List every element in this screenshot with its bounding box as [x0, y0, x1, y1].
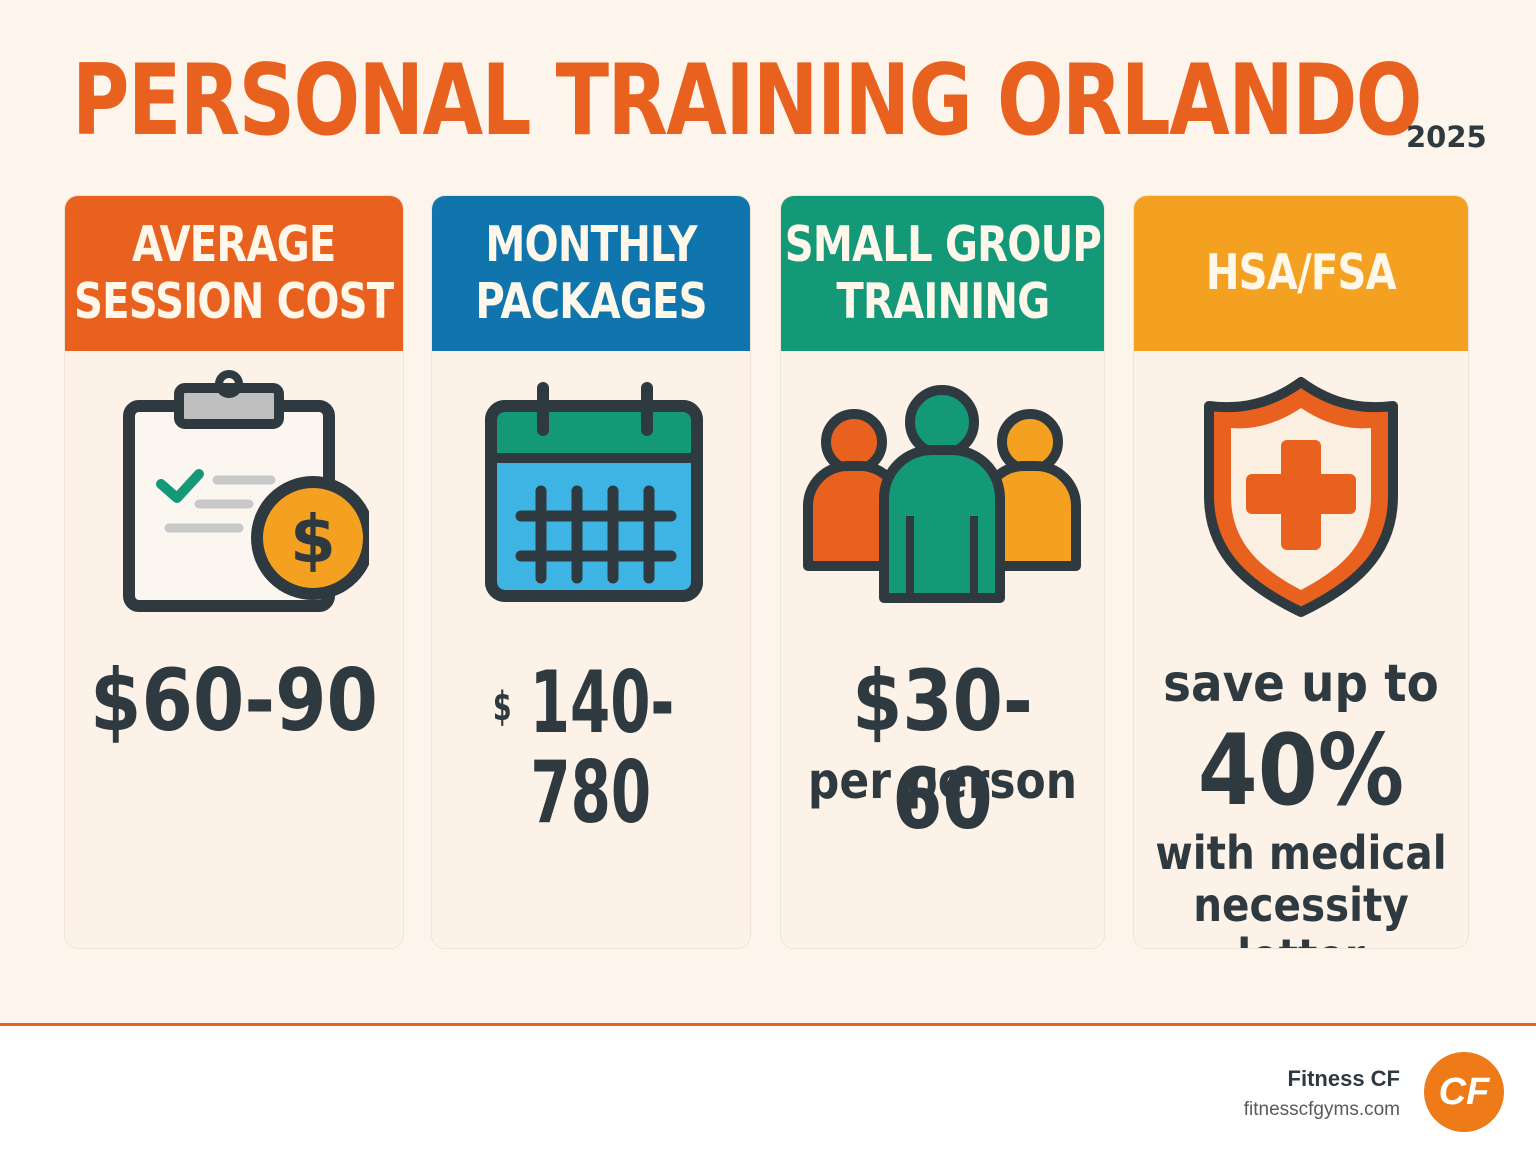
- brand-url: fitnesscfgyms.com: [1243, 1099, 1400, 1120]
- card-value: $140- 780: [432, 658, 750, 839]
- calendar-icon: [432, 366, 750, 616]
- card-session-cost: AVERAGE SESSION COST $ $60-90: [64, 195, 404, 949]
- card-heading-line: SMALL GROUP: [784, 216, 1101, 274]
- card-heading-line: MONTHLY: [485, 216, 697, 274]
- card-value: $30-60: [852, 652, 1033, 848]
- card-value: $60-90: [89, 651, 378, 751]
- footer: [0, 1026, 1536, 1154]
- page-title: PERSONAL TRAINING ORLANDO: [72, 44, 1422, 158]
- card-subtext: with medical necessity letter: [1154, 826, 1448, 948]
- card-heading-line: HSA/FSA: [1205, 244, 1397, 302]
- clipboard-dollar-icon: $: [65, 366, 403, 616]
- currency-symbol: $: [493, 684, 513, 730]
- card-monthly-packages: MONTHLY PACKAGES $140- 780: [431, 195, 751, 949]
- card-header: MONTHLY PACKAGES: [432, 196, 750, 351]
- card-header: SMALL GROUP TRAINING: [781, 196, 1104, 351]
- brand-logo: CF: [1424, 1052, 1504, 1132]
- card-subtext: per person: [807, 752, 1078, 810]
- brand-name: Fitness CF: [1287, 1066, 1400, 1091]
- footer-divider: [0, 1023, 1536, 1026]
- card-heading-line: AVERAGE: [132, 216, 336, 274]
- card-value-line: 780: [530, 743, 652, 844]
- card-pretext: save up to: [1163, 654, 1439, 714]
- card-header: AVERAGE SESSION COST: [65, 196, 403, 351]
- card-heading-line: SESSION COST: [74, 272, 394, 330]
- year-label: 2025: [1406, 120, 1487, 154]
- card-small-group: SMALL GROUP TRAINING $30-60 per person: [780, 195, 1105, 949]
- group-people-icon: [781, 366, 1104, 616]
- card-value: 40%: [1197, 714, 1405, 828]
- card-heading-line: PACKAGES: [475, 272, 707, 330]
- card-subtext-line: necessity letter: [1193, 877, 1409, 948]
- shield-cross-icon: [1134, 366, 1468, 626]
- card-heading-line: TRAINING: [835, 272, 1050, 330]
- card-hsa-fsa: HSA/FSA save up to 40% with medical nece…: [1133, 195, 1469, 949]
- card-value-line: 140-: [530, 653, 675, 753]
- card-header: HSA/FSA: [1134, 196, 1468, 351]
- card-subtext-line: with medical: [1155, 826, 1447, 880]
- svg-text:$: $: [290, 501, 336, 578]
- logo-text: CF: [1438, 1070, 1490, 1113]
